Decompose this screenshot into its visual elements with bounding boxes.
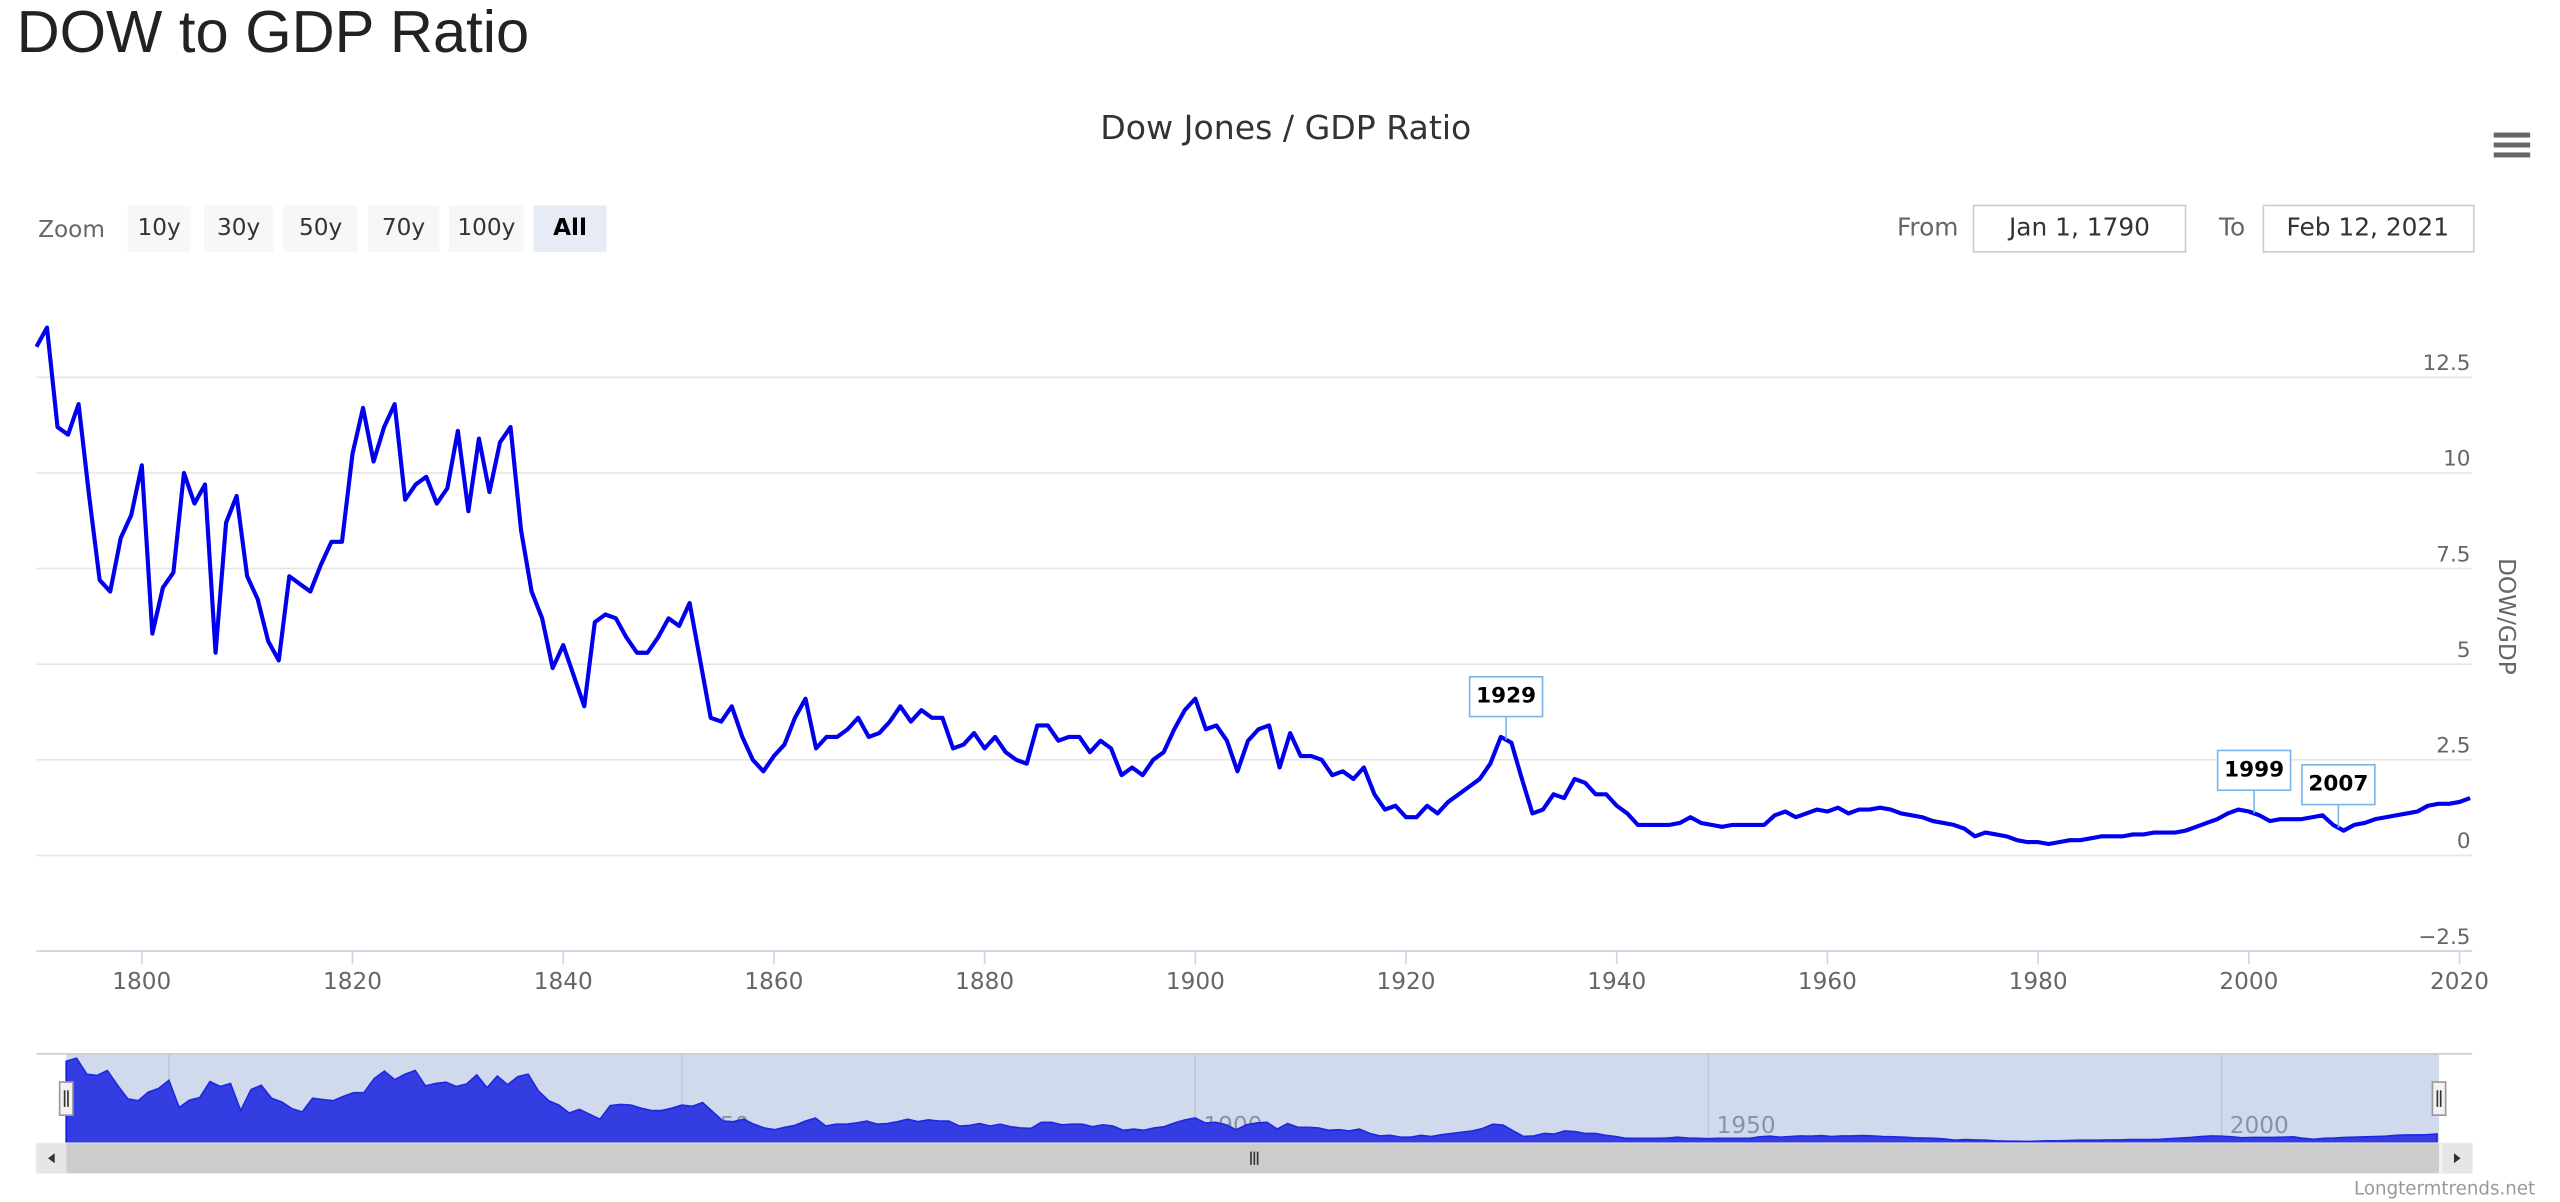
to-input[interactable] [2262,204,2475,253]
zoom-button-label: 10y [137,214,181,241]
chart-title: Dow Jones / GDP Ratio [1100,108,1471,147]
flag-label: 1999 [2224,757,2284,782]
menu-bar [2493,142,2531,148]
y-tick-label: 5 [2457,638,2471,663]
x-tick-label: 2020 [2430,968,2489,995]
navigator-area [65,1057,2438,1145]
from-input[interactable] [1972,204,2187,253]
x-tick-label: 1840 [534,968,593,995]
y-tick-label: 7.5 [2436,542,2470,567]
menu-bar [2493,152,2531,158]
zoom-button[interactable] [367,205,440,252]
x-tick-label: 1820 [323,968,382,995]
zoom-button-label: 100y [457,214,515,241]
x-tick-label: 1940 [1587,968,1646,995]
scrollbar-thumb[interactable] [66,1143,2440,1174]
zoom-button[interactable] [203,205,274,252]
zoom-button[interactable] [127,205,191,252]
zoom-button[interactable] [449,205,524,252]
to-value: Feb 12, 2021 [2287,213,2450,242]
credits: Longtermtrends.net [2354,1179,2535,1200]
x-tick-label: 1960 [1798,968,1857,995]
navigator-handle[interactable] [2431,1081,2447,1116]
x-tick-label: 1900 [1166,968,1225,995]
y-tick-label: 0 [2457,829,2471,854]
y-tick-label: 2.5 [2436,734,2470,759]
flag-box [2301,763,2376,806]
zoom-button-label: 30y [217,214,261,241]
from-label: From [1897,213,1959,242]
navigator-mask [66,1053,2440,1144]
scrollbar-left-arrow [48,1153,55,1164]
to-label: To [2218,213,2245,242]
x-tick-label: 1860 [744,968,803,995]
navigator-handle[interactable] [58,1081,74,1116]
flag-label: 1929 [1476,684,1536,709]
flag-box [1468,675,1544,718]
from-value: Jan 1, 1790 [2007,213,2150,242]
flag-label: 2007 [2308,772,2368,797]
scrollbar-right-arrow [2453,1153,2461,1164]
y-tick-label: 10 [2443,447,2470,472]
menu-bar [2493,132,2531,138]
x-tick-label: 1980 [2009,968,2068,995]
x-tick-label: 1920 [1377,968,1436,995]
zoom-button-label: 50y [299,214,343,241]
zoom-label: Zoom [38,216,105,243]
x-tick-label: 2000 [2219,968,2278,995]
zoom-button[interactable] [283,205,358,252]
y-tick-label: −2.5 [2418,925,2470,950]
zoom-button-label: All [553,214,587,241]
x-tick-label: 1800 [112,968,171,995]
page-title: DOW to GDP Ratio [17,0,530,65]
navigator-tick-label: 2000 [2230,1112,2289,1139]
zoom-button-label: 70y [382,214,426,241]
navigator-tick-label: 1950 [1717,1112,1776,1139]
y-tick-label: 12.5 [2423,351,2471,376]
zoom-button[interactable] [533,205,607,252]
x-tick-label: 1880 [955,968,1014,995]
y-axis-title: DOW/GDP [2493,558,2520,675]
data-line [34,325,2471,847]
flag-box [2216,749,2292,792]
menu-button[interactable] [2493,132,2531,158]
